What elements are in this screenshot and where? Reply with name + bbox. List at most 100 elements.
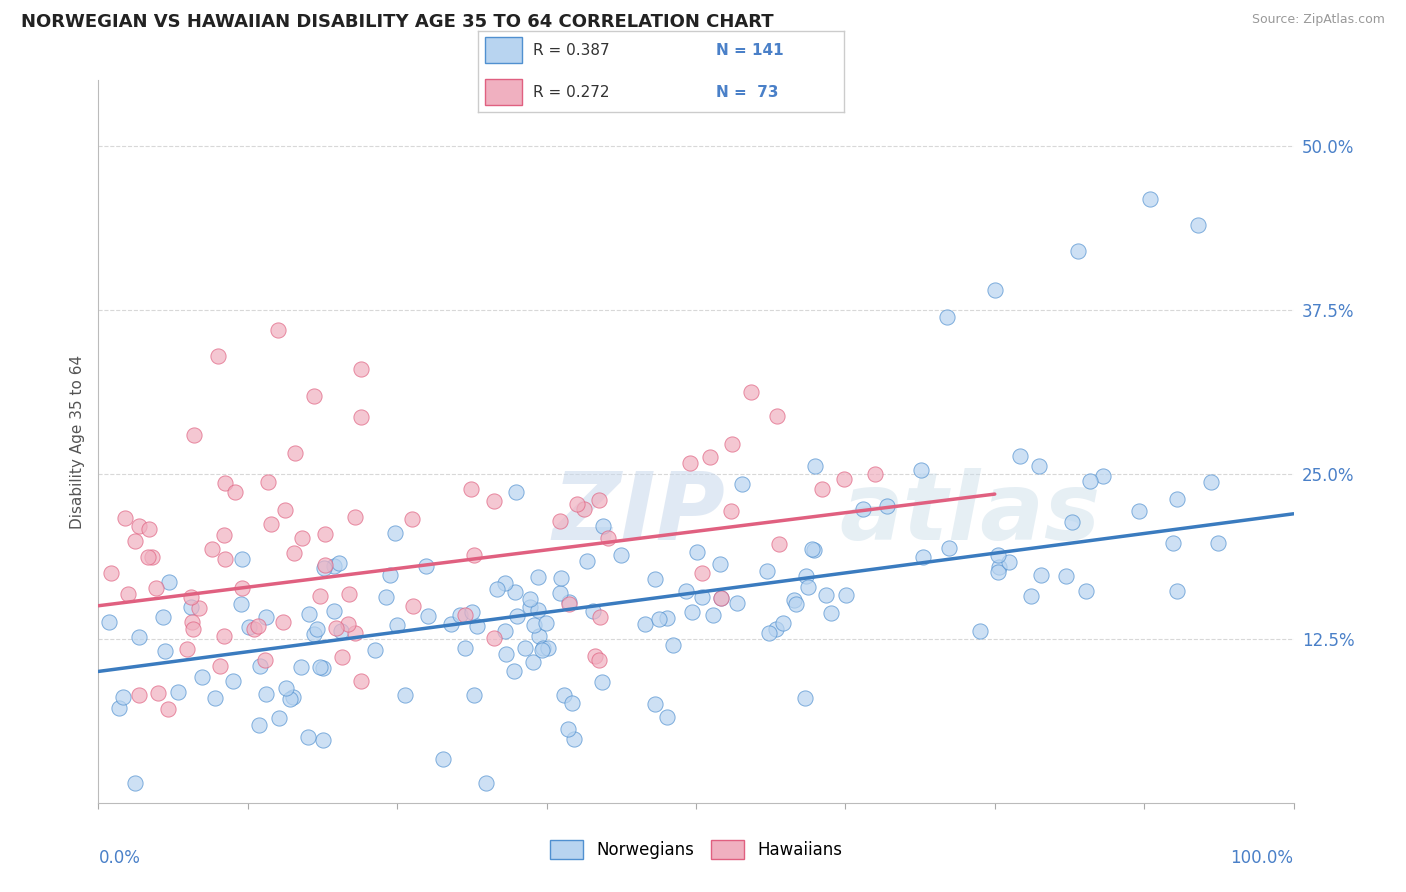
Point: [454, 640, 477, 655]
Point: [290, 660, 312, 674]
Point: [314, 558, 336, 572]
Point: [302, 626, 325, 640]
Point: [247, 717, 270, 731]
Point: [575, 554, 598, 568]
Text: 0.0%: 0.0%: [98, 849, 141, 867]
Point: [523, 618, 546, 632]
Point: [526, 603, 548, 617]
Point: [214, 476, 236, 491]
Point: [1060, 515, 1083, 529]
Point: [534, 615, 557, 630]
Point: [247, 619, 270, 633]
Point: [453, 608, 475, 623]
Point: [804, 458, 827, 473]
Point: [740, 385, 762, 400]
Point: [710, 591, 733, 605]
Point: [328, 557, 350, 571]
Point: [350, 674, 373, 689]
Point: [1161, 536, 1184, 550]
Point: [572, 501, 595, 516]
Point: [181, 622, 204, 636]
Point: [449, 607, 471, 622]
Point: [108, 701, 131, 715]
Point: [537, 641, 560, 656]
Point: [598, 532, 620, 546]
Point: [987, 566, 1010, 580]
Point: [415, 559, 437, 574]
Point: [305, 622, 328, 636]
Point: [1028, 458, 1050, 473]
Point: [254, 687, 277, 701]
Point: [191, 670, 214, 684]
Point: [710, 591, 733, 605]
Point: [984, 284, 1007, 298]
Point: [260, 516, 283, 531]
Point: [440, 616, 463, 631]
Point: [283, 546, 305, 560]
Point: [254, 610, 277, 624]
Point: [522, 656, 544, 670]
Point: [814, 588, 837, 602]
Point: [267, 323, 290, 337]
Point: [531, 641, 554, 656]
Point: [1029, 567, 1052, 582]
Point: [276, 681, 298, 695]
Point: [98, 615, 121, 629]
Point: [1199, 475, 1222, 489]
Point: [114, 510, 136, 524]
Point: [681, 605, 703, 619]
Point: [583, 649, 606, 664]
Point: [592, 519, 614, 533]
Point: [765, 622, 787, 636]
Point: [224, 485, 246, 500]
Point: [337, 587, 360, 601]
Point: [482, 632, 505, 646]
Point: [662, 638, 685, 652]
Point: [153, 644, 176, 658]
Point: [969, 624, 991, 638]
Point: [128, 519, 150, 533]
Point: [167, 685, 190, 699]
Point: [725, 596, 748, 610]
Point: [152, 609, 174, 624]
Point: [100, 566, 122, 580]
Text: ZIP: ZIP: [553, 467, 725, 560]
Point: [124, 776, 146, 790]
Point: [506, 609, 529, 624]
Point: [768, 537, 790, 551]
Point: [291, 531, 314, 545]
Point: [385, 617, 408, 632]
Point: [309, 589, 332, 603]
Point: [274, 503, 297, 517]
Point: [987, 559, 1010, 574]
Point: [343, 509, 366, 524]
Point: [432, 752, 454, 766]
Point: [460, 482, 482, 496]
Point: [591, 675, 613, 690]
Point: [1187, 218, 1209, 232]
Point: [1166, 491, 1188, 506]
Point: [136, 550, 159, 565]
Point: [765, 409, 787, 424]
Point: [699, 450, 721, 465]
Point: [465, 619, 488, 633]
Point: [221, 673, 243, 688]
Point: [865, 467, 887, 482]
Point: [312, 560, 335, 574]
Point: [505, 485, 527, 500]
Point: [380, 567, 402, 582]
Point: [157, 575, 180, 590]
Point: [145, 581, 167, 595]
Point: [494, 576, 516, 591]
Point: [702, 607, 724, 622]
Point: [1166, 583, 1188, 598]
Point: [1139, 192, 1161, 206]
Point: [820, 606, 842, 620]
Point: [463, 548, 485, 562]
Point: [582, 603, 605, 617]
Point: [374, 590, 396, 604]
Point: [794, 690, 817, 705]
Point: [758, 626, 780, 640]
Point: [657, 709, 679, 723]
Point: [832, 471, 855, 485]
